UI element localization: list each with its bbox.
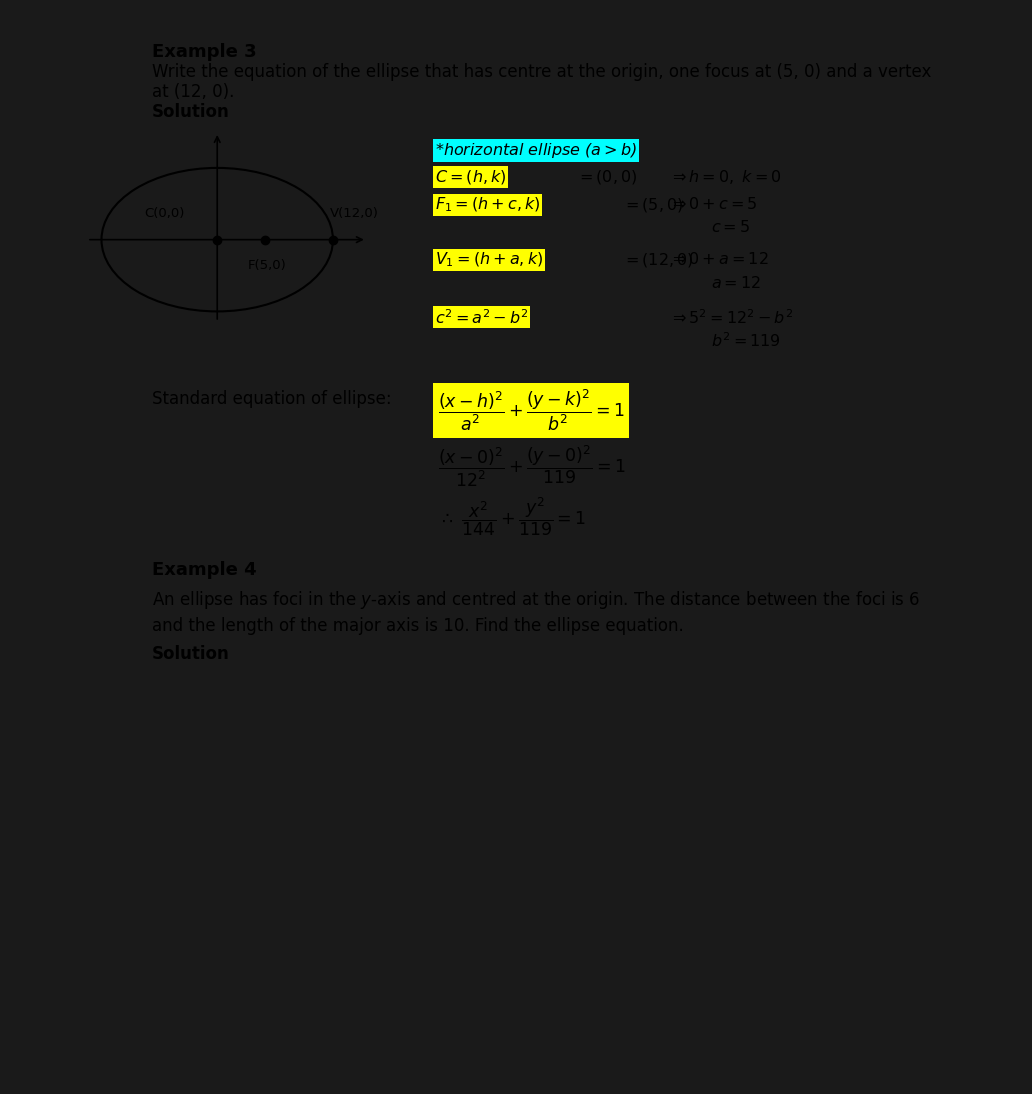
Text: $b^2=119$: $b^2=119$ [711, 331, 781, 350]
Text: $=(0,0)$: $=(0,0)$ [576, 168, 638, 186]
Text: and the length of the major axis is 10. Find the ellipse equation.: and the length of the major axis is 10. … [152, 617, 683, 635]
Text: $\Rightarrow h=0,\ k=0$: $\Rightarrow h=0,\ k=0$ [669, 168, 781, 186]
Text: Example 4: Example 4 [152, 561, 256, 579]
Text: $\dfrac{(x-0)^2}{12^2}+\dfrac{(y-0)^2}{119}=1$: $\dfrac{(x-0)^2}{12^2}+\dfrac{(y-0)^2}{1… [438, 444, 625, 489]
Text: Example 3: Example 3 [152, 43, 256, 61]
Text: Write the equation of the ellipse that has centre at the origin, one focus at (5: Write the equation of the ellipse that h… [152, 62, 931, 81]
Text: $\dfrac{(x-h)^2}{a^2}+\dfrac{(y-k)^2}{b^2}=1$: $\dfrac{(x-h)^2}{a^2}+\dfrac{(y-k)^2}{b^… [438, 387, 624, 433]
Text: $c=5$: $c=5$ [711, 219, 750, 235]
Text: $\Rightarrow 0+a=12$: $\Rightarrow 0+a=12$ [669, 251, 768, 267]
Text: $\Rightarrow 5^2=12^2-b^2$: $\Rightarrow 5^2=12^2-b^2$ [669, 309, 793, 327]
Text: Standard equation of ellipse:: Standard equation of ellipse: [152, 389, 391, 408]
Text: Solution: Solution [152, 645, 229, 663]
Text: $V_1=(h+a,k)$: $V_1=(h+a,k)$ [434, 251, 543, 269]
Text: *horizontal ellipse ($a > b$): *horizontal ellipse ($a > b$) [434, 141, 637, 160]
Text: An ellipse has foci in the $y$-axis and centred at the origin. The distance betw: An ellipse has foci in the $y$-axis and … [152, 589, 921, 610]
Text: at (12, 0).: at (12, 0). [152, 83, 234, 101]
Text: $c^2=a^2-b^2$: $c^2=a^2-b^2$ [434, 309, 528, 327]
Text: C(0,0): C(0,0) [144, 207, 185, 220]
Text: $a=12$: $a=12$ [711, 275, 762, 291]
Text: $C=(h,k)$: $C=(h,k)$ [434, 168, 507, 186]
Text: V(12,0): V(12,0) [330, 207, 379, 220]
Text: $F_1=(h+c,k)$: $F_1=(h+c,k)$ [434, 196, 541, 214]
Text: Solution: Solution [152, 104, 229, 121]
Text: $=(12,0)$: $=(12,0)$ [622, 251, 694, 269]
Text: $=(5,0)$: $=(5,0)$ [622, 196, 683, 214]
Text: $\Rightarrow 0+c=5$: $\Rightarrow 0+c=5$ [669, 196, 757, 212]
Text: $\therefore\ \dfrac{x^2}{144}+\dfrac{y^2}{119}=1$: $\therefore\ \dfrac{x^2}{144}+\dfrac{y^2… [438, 496, 586, 538]
Text: F(5,0): F(5,0) [248, 259, 287, 271]
